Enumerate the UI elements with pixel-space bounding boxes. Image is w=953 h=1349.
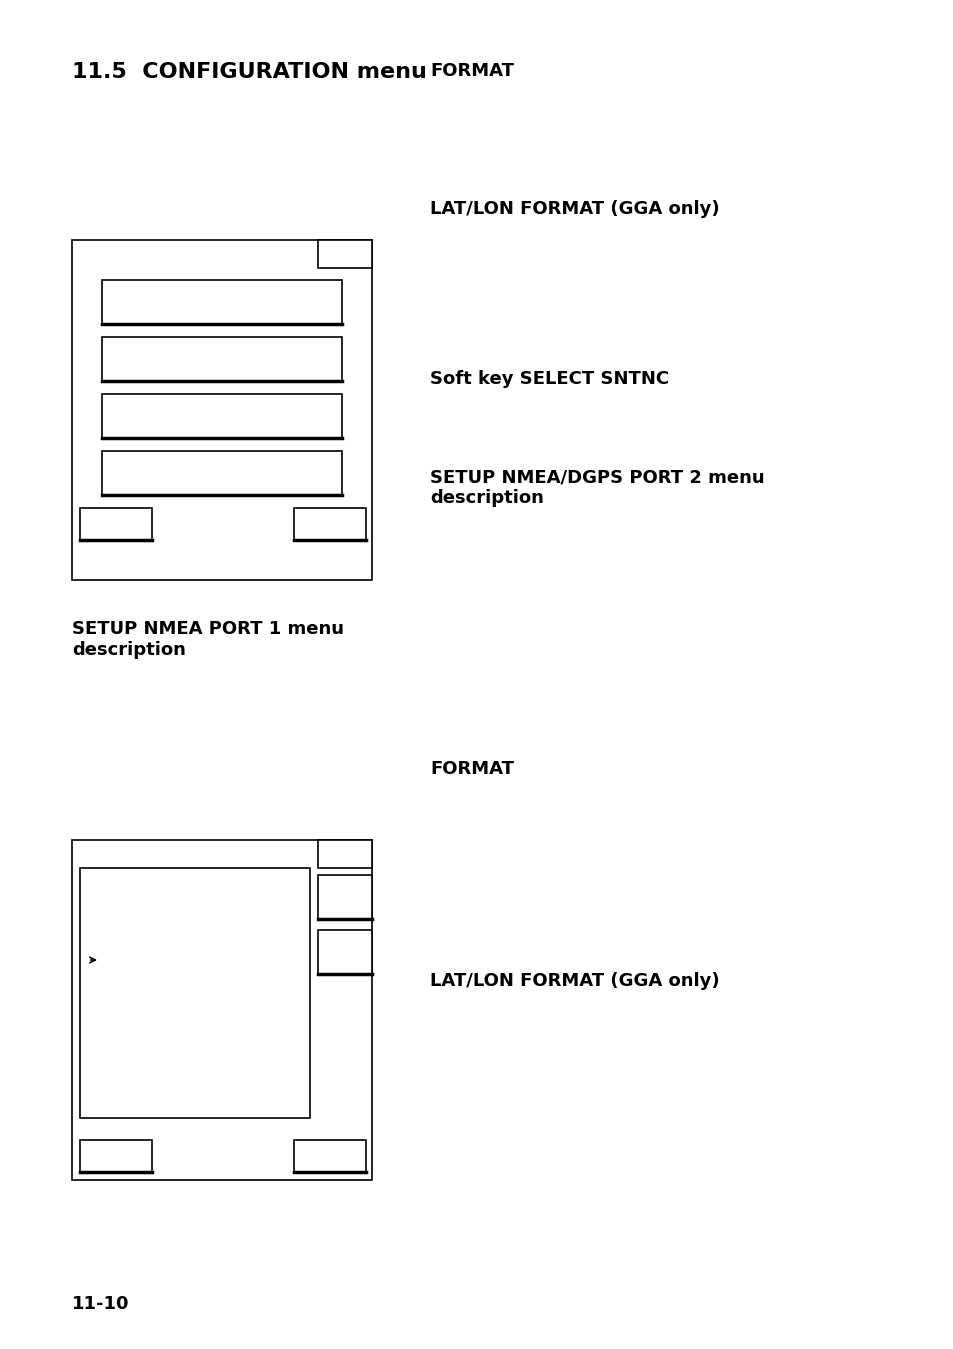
Text: FORMAT: FORMAT	[430, 759, 514, 778]
Bar	[80, 867, 310, 1118]
Text: LAT/LON FORMAT (GGA only): LAT/LON FORMAT (GGA only)	[430, 200, 719, 219]
Text: SETUP NMEA PORT 1 menu
description: SETUP NMEA PORT 1 menu description	[71, 621, 344, 658]
Bar	[80, 1140, 152, 1172]
Bar	[102, 394, 341, 438]
Bar	[102, 337, 341, 380]
Text: 11-10: 11-10	[71, 1295, 130, 1313]
Bar	[317, 929, 372, 974]
Text: LAT/LON FORMAT (GGA only): LAT/LON FORMAT (GGA only)	[430, 973, 719, 990]
Bar	[294, 1140, 366, 1172]
Bar	[71, 840, 372, 1180]
Text: FORMAT: FORMAT	[430, 62, 514, 80]
Text: 11.5  CONFIGURATION menu: 11.5 CONFIGURATION menu	[71, 62, 426, 82]
Bar	[317, 876, 372, 919]
Bar	[102, 281, 341, 324]
Bar	[80, 509, 152, 540]
Bar	[102, 451, 341, 495]
Text: Soft key SELECT SNTNC: Soft key SELECT SNTNC	[430, 370, 668, 389]
Bar	[317, 840, 372, 867]
Bar	[317, 240, 372, 268]
Bar	[71, 240, 372, 580]
Text: SETUP NMEA/DGPS PORT 2 menu
description: SETUP NMEA/DGPS PORT 2 menu description	[430, 468, 763, 507]
Bar	[294, 509, 366, 540]
